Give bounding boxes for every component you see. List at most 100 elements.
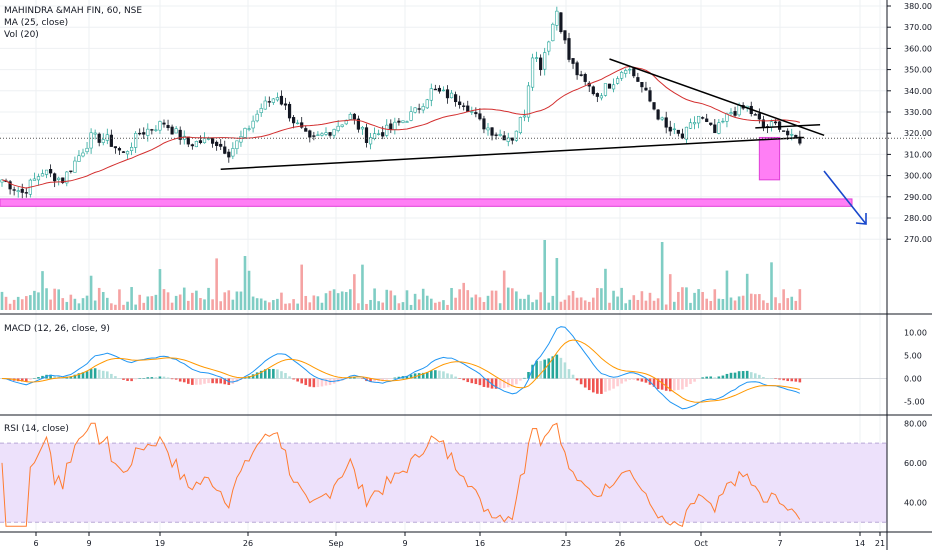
macd-histogram-bar [296,378,299,382]
trendlines[interactable] [0,58,927,225]
volume-bar [340,291,344,310]
volume-bar [535,299,538,310]
macd-histogram-bar [701,377,704,379]
time-axis[interactable]: 6 9 19 26 Sep 9 16 23 26 Oct 7 14 21 [33,532,885,548]
candle-body [696,115,701,124]
time-tick-label: Sep [328,539,343,548]
macd-histogram-bar [454,376,457,379]
volume-bar [0,291,4,310]
candle-body [304,128,308,132]
candle-body [61,177,65,183]
volume-bar [462,282,465,310]
macd-histogram-bar [660,378,664,390]
candle-body [433,88,437,91]
volume-bar [357,303,360,310]
candle-body [336,125,340,131]
macd-histogram-bar [624,378,627,382]
candle-body [166,125,170,129]
volume-bar [636,299,640,310]
macd-histogram-bar [539,360,542,379]
volume-bar [49,299,52,310]
candle-body [296,122,300,125]
volume-bar [677,291,680,310]
volume-bar [114,304,117,310]
macd-histogram-bar [741,371,745,379]
volume-bar [284,303,287,310]
candle-body [178,129,182,140]
macd-histogram-bar [644,378,648,383]
candle-body [684,126,689,140]
macd-histogram-bar [575,378,579,381]
macd-histogram-bar [259,370,263,379]
macd-histogram-bar [235,378,239,382]
time-tick-label: 6 [33,539,38,548]
macd-histogram-bar [280,371,283,379]
volume-bar [798,289,802,310]
macd-histogram-bar [620,378,623,384]
candle-body [624,70,628,74]
candle-body [478,113,482,120]
volume-legend[interactable]: Vol (20) [4,30,39,40]
candle-body [125,151,130,155]
macd-histogram-bar [664,378,668,391]
volume-bar [365,303,368,310]
macd-legend[interactable]: MACD (12, 26, close, 9) [4,324,110,334]
volume-bar [81,298,85,310]
volume-bar [725,270,729,310]
candle-body [709,122,713,125]
volume-bar [478,297,482,310]
symbol-legend[interactable]: MAHINDRA &MAH FIN, 60, NSE [4,6,142,16]
time-tick-label: 16 [475,539,485,548]
volume-bar [709,300,713,310]
volume-bar [697,289,700,310]
volume-bar [454,297,457,310]
volume-bar [272,300,275,310]
volume-bar [247,270,251,310]
macd-histogram-bar [790,378,794,382]
candle-body [790,134,794,136]
macd-histogram-bar [632,378,636,380]
macd-histogram-bar [272,368,275,379]
macd-histogram-bar [85,371,89,379]
volume-bar [308,302,312,310]
macd-histogram-bar [53,375,56,379]
macd-histogram-bar [284,373,287,379]
volume-bar [73,298,77,310]
volume-bar [446,304,449,310]
volume-bar [397,303,401,310]
candle-body [603,83,608,96]
macd-histogram-bar [73,374,77,379]
macd-histogram-bar [596,378,599,394]
volume-bars [0,240,802,310]
macd-histogram-bar [450,374,453,379]
macd-histogram-bar [486,378,490,388]
volume-bar [207,287,210,310]
macd-histogram-bar [320,378,324,387]
macd-histogram-bar [652,378,656,387]
macd-histogram-bar [385,378,389,380]
volume-bar [749,293,753,310]
candle-body [259,108,263,113]
volume-bar [320,302,324,310]
candle-body [40,173,45,177]
macd-histogram-bar [474,378,478,385]
candle-body [567,38,571,60]
rsi-legend[interactable]: RSI (14, close) [4,424,69,434]
volume-bar [312,295,316,310]
candle-body [352,113,356,120]
candle-body [267,101,271,103]
volume-bar [231,299,235,310]
ma-legend[interactable]: MA (25, close) [4,18,68,28]
candle-body [381,132,385,137]
candle-body [640,82,644,88]
volume-bar [652,300,656,310]
volume-bar [65,301,69,310]
candle-body [547,41,551,52]
candle-body [449,92,454,99]
volume-bar [332,289,336,310]
volume-bar [259,298,263,310]
macd-histogram-bar [93,368,97,379]
price-axis[interactable]: 380.00 370.00 360.00 350.00 340.00 330.00 320.… [887,2,932,508]
